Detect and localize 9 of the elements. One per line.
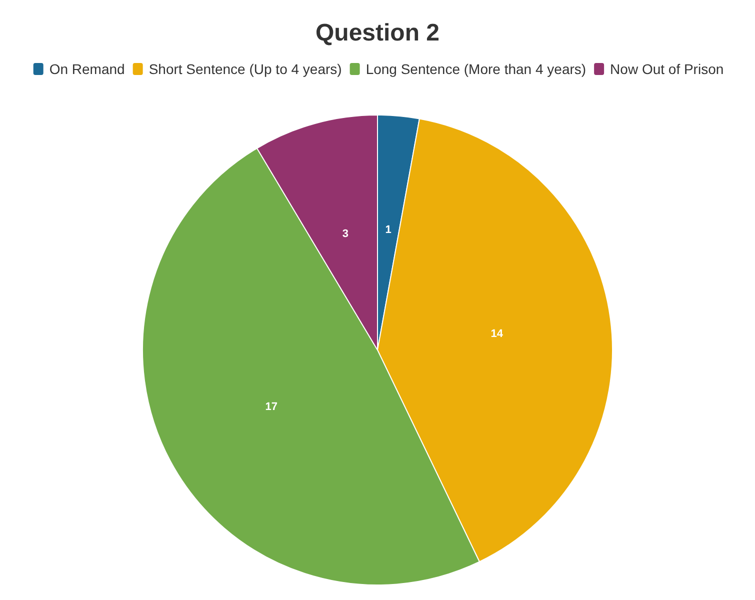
data-label: 3 (342, 228, 349, 240)
legend-label: Now Out of Prison (610, 61, 724, 77)
legend-label: Short Sentence (Up to 4 years) (148, 61, 342, 77)
chart-title: Question 2 (315, 20, 440, 46)
legend-label: Long Sentence (More than 4 years) (366, 61, 586, 77)
data-label: 1 (385, 224, 392, 236)
legend-label: On Remand (49, 61, 125, 77)
data-label: 17 (265, 401, 278, 414)
data-label: 14 (490, 328, 504, 340)
